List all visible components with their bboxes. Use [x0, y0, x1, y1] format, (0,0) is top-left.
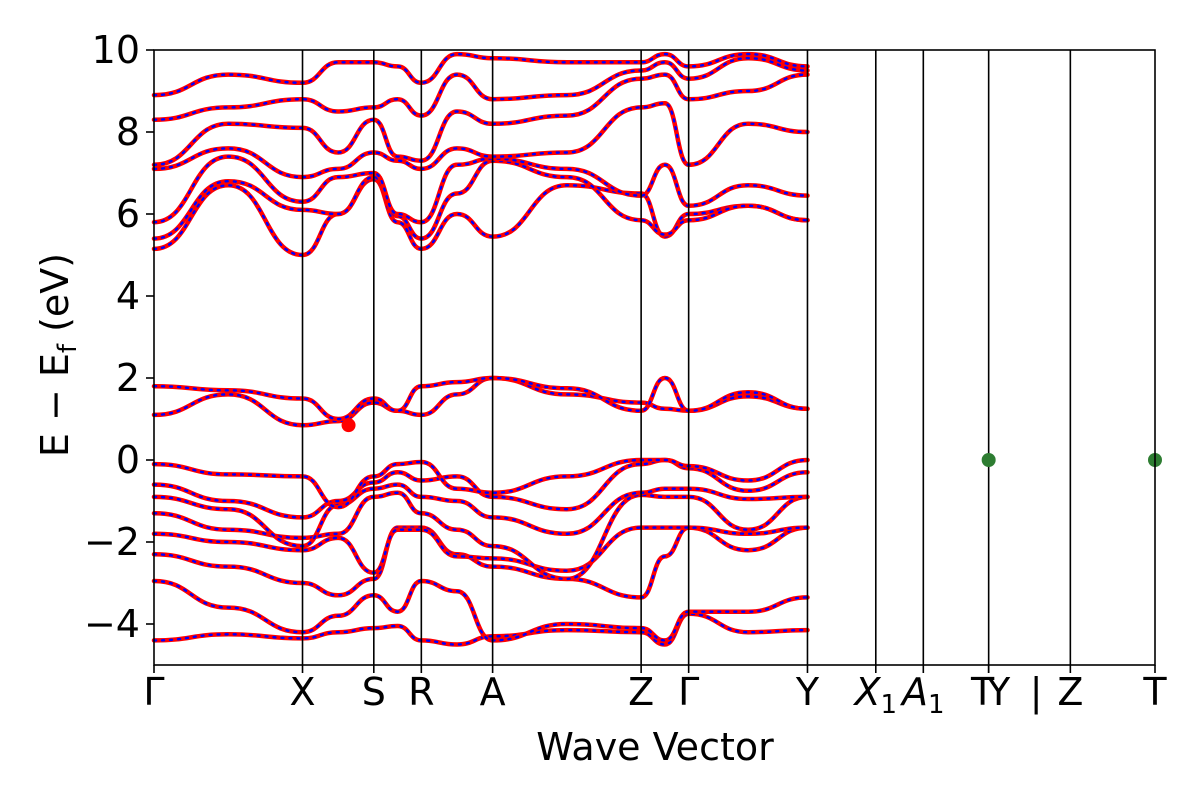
y-axis-label: E − Ef (eV) [33, 253, 83, 457]
band-15-dotted [152, 56, 809, 121]
y-tick-label: 8 [116, 110, 140, 154]
x-tick-label: | [1030, 670, 1043, 715]
x-tick-label: A [480, 670, 506, 714]
x-tick-label: Y [986, 670, 1011, 714]
band-8-solid [151, 375, 810, 428]
band-4-dotted [152, 491, 809, 581]
x-tick-label: R [408, 670, 434, 714]
x-tick-label: Z [628, 670, 654, 714]
marker-1 [981, 453, 996, 467]
y-axis-ticks: −4 −2 0 2 4 6 8 10 [84, 28, 154, 646]
band-7-solid [151, 457, 810, 510]
band-9-dotted [152, 376, 809, 421]
x-tick-label: Y [795, 670, 820, 714]
y-axis-label-subscript: f [53, 343, 83, 353]
y-tick-label: −4 [84, 602, 140, 646]
x-axis-label: Wave Vector [536, 725, 774, 769]
y-axis-label-unit: (eV) [33, 253, 77, 332]
band-3-dotted [152, 526, 809, 575]
kpoint-lines [301, 50, 1072, 665]
y-tick-label: −2 [84, 520, 140, 564]
bands-layer [151, 51, 810, 647]
band-15-solid [151, 55, 810, 122]
markers-layer [341, 418, 1162, 467]
x-tick-label: S [362, 670, 386, 714]
x-tick-label: T [1142, 670, 1167, 714]
x-tick-label: X1 [852, 670, 897, 720]
y-tick-label: 0 [116, 438, 140, 482]
x-tick-label: T [970, 670, 995, 714]
x-tick-label: X [289, 670, 315, 714]
band-7-dotted [152, 458, 809, 509]
x-tick-label: Γ [143, 670, 164, 714]
y-tick-label: 6 [116, 192, 140, 236]
x-tick-label: A1 [899, 670, 945, 720]
marker-0 [341, 418, 356, 433]
x-tick-label: Γ [678, 670, 699, 714]
y-axis-label-main: E − E [33, 353, 77, 457]
band-14-dotted [152, 73, 809, 166]
band-2-solid [151, 525, 810, 600]
plot-frame [153, 49, 1156, 666]
y-tick-label: 10 [92, 28, 140, 72]
y-tick-label: 4 [116, 274, 140, 318]
y-tick-label: 2 [116, 356, 140, 400]
x-tick-label: Z [1057, 670, 1083, 714]
x-axis-ticks: Γ X S R A Z Γ Y X1 A1 TY | Z T [143, 665, 1167, 720]
